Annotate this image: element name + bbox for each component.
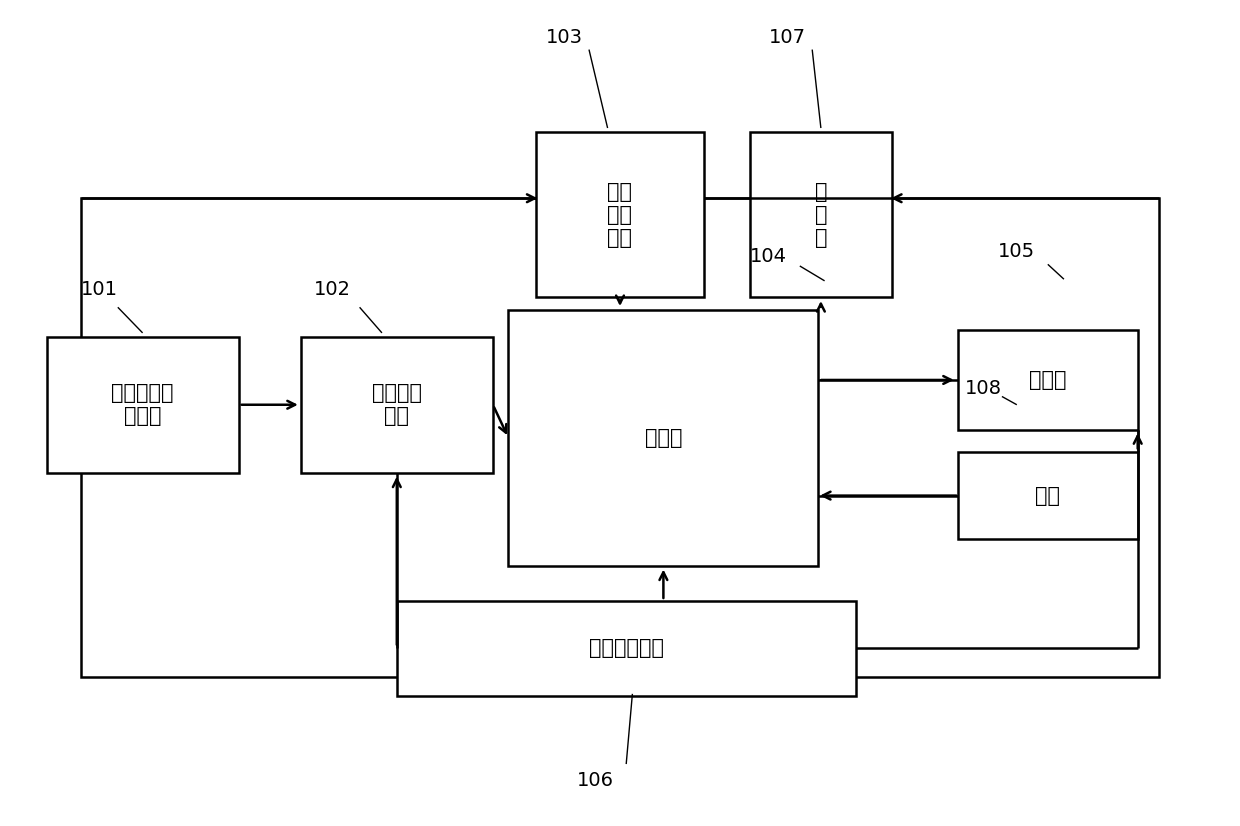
Text: 106: 106 [577,771,614,790]
Bar [81,198,1159,677]
Text: 信号调理
电路: 信号调理 电路 [372,383,422,426]
Bar [749,132,893,297]
Bar [536,132,703,297]
Text: 102: 102 [314,279,351,299]
Text: 按键: 按键 [1035,486,1060,506]
Text: 发
光
体: 发 光 体 [815,182,827,248]
Text: 108: 108 [965,378,1002,398]
Text: 104: 104 [750,246,787,266]
Text: 激光
测距
模块: 激光 测距 模块 [608,182,632,248]
Bar [47,337,238,472]
Bar [300,337,492,472]
Bar [957,330,1138,430]
Text: 103: 103 [546,27,583,47]
Text: 组合超声波
传感器: 组合超声波 传感器 [112,383,174,426]
Text: 107: 107 [769,27,806,47]
Bar [397,601,856,695]
Text: 单片机: 单片机 [645,428,682,448]
Bar [508,310,818,566]
Text: 电源管理模块: 电源管理模块 [589,638,663,658]
Bar [957,453,1138,539]
Text: 105: 105 [998,242,1035,262]
Text: 101: 101 [81,279,118,299]
Text: 显示屏: 显示屏 [1029,370,1066,390]
